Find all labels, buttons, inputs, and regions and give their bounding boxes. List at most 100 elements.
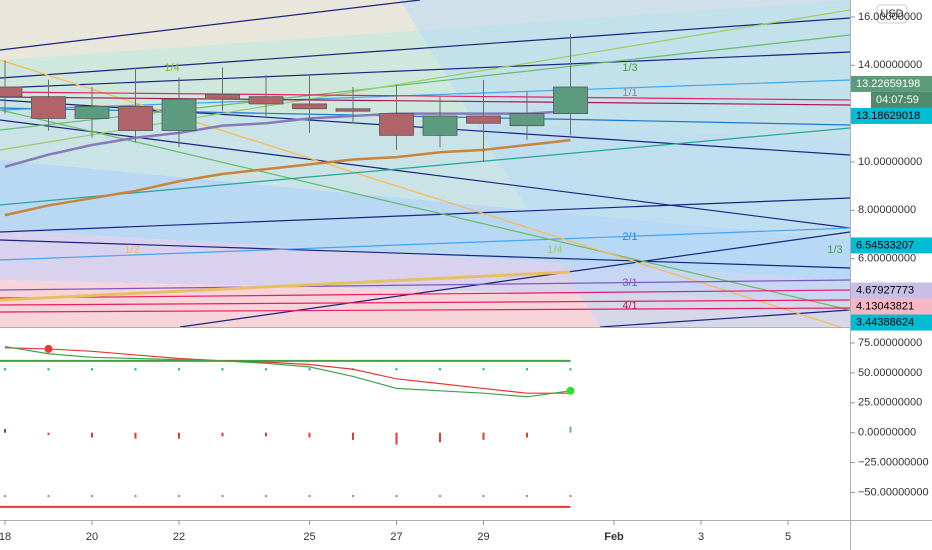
fan-label: 1/1 (622, 87, 637, 99)
x-tick-label: 18 (0, 531, 11, 543)
level-dot (221, 368, 224, 371)
candle-body (0, 86, 23, 98)
oscillator-line (4, 345, 571, 398)
x-tick-label: 5 (785, 531, 791, 543)
currency-badge[interactable] (876, 4, 908, 24)
histogram-bar (439, 432, 441, 443)
histogram-bar (526, 432, 528, 438)
price-label-box (851, 237, 932, 254)
candle-body (553, 86, 588, 114)
price-label: 13.18629018 (856, 110, 920, 122)
fan-line (0, 0, 421, 51)
price-label-box (851, 75, 932, 92)
fan-label: 1/4 (164, 62, 179, 74)
level-dot (90, 368, 94, 371)
level-dot (264, 368, 268, 371)
fan-line (0, 299, 850, 306)
price-label-box (851, 107, 932, 124)
fan-line (0, 96, 850, 106)
fan-label: 3/1 (622, 277, 637, 289)
level-dot (569, 494, 572, 498)
x-tick-label: 22 (173, 531, 185, 543)
histogram-bar (265, 432, 267, 437)
candle-body (466, 115, 501, 124)
level-dot (395, 368, 398, 371)
fan-line (0, 51, 850, 89)
y-tick-label: 16.00000000 (858, 11, 922, 23)
candle-body (205, 93, 240, 100)
fan-label: 1/2 (124, 244, 139, 256)
countdown-box (871, 91, 932, 108)
fan-label: 4/1 (622, 300, 637, 312)
histogram-bar (308, 432, 311, 438)
x-tick-label: Feb (604, 531, 624, 543)
level-dot (221, 494, 224, 498)
candle-body (379, 113, 414, 136)
price-label: 4.67927773 (856, 284, 914, 296)
histogram-bar (482, 432, 485, 440)
fan-label: 1/3 (827, 244, 842, 256)
candle-body (422, 115, 458, 136)
level-dot (90, 494, 94, 498)
histogram-bar (569, 426, 572, 433)
fan-line (0, 59, 843, 327)
histogram-bar (395, 432, 398, 445)
level-dot (351, 494, 355, 498)
fan-line (0, 17, 850, 79)
y-tick-label: 0.00000000 (858, 427, 916, 439)
highlight-dot (566, 386, 575, 395)
candle-body (509, 113, 545, 127)
fan-line (599, 309, 850, 327)
x-tick-label: 29 (477, 531, 489, 543)
candle-body (74, 105, 110, 119)
level-dot (308, 368, 311, 371)
price-label-box (851, 282, 932, 299)
candle-body (335, 108, 371, 112)
histogram-bar (221, 432, 224, 437)
moving-average (4, 138, 571, 217)
level-dot (438, 368, 442, 371)
oscillator-pane (0, 344, 575, 508)
level-dot (47, 494, 50, 498)
fan-line (0, 227, 850, 261)
fan-label: 2/1 (622, 231, 637, 243)
histogram-bar (91, 432, 93, 438)
price-pane: 1/4 1/3 1/1 2/1 3/1 4/1 1/4 1/3 1/2 (0, 33, 843, 312)
candle-body (161, 98, 197, 131)
level-dot (438, 494, 442, 498)
histogram-bar (352, 432, 354, 440)
highlight-dot (44, 344, 53, 353)
level-dot (134, 494, 137, 498)
price-label: 3.44388624 (856, 316, 914, 328)
level-dot (264, 494, 268, 498)
fan-drawings (0, 0, 850, 327)
currency: USD (880, 8, 903, 20)
price-label-box (851, 314, 932, 331)
level-dot (525, 368, 529, 371)
fan-line (0, 127, 850, 206)
histogram-bar (178, 432, 180, 439)
fan-label: 1/3 (622, 62, 637, 74)
fan-line (0, 197, 850, 233)
x-tick-label: 25 (303, 531, 315, 543)
level-dot (482, 494, 485, 498)
level-dot (308, 494, 311, 498)
level-dot (525, 494, 529, 498)
y-tick-label: 50.00000000 (858, 367, 922, 379)
moving-average (4, 109, 571, 168)
histogram-bar (47, 432, 50, 436)
oscillator-line (4, 347, 571, 394)
y-tick-label: 25.00000000 (858, 397, 922, 409)
level-dot (177, 368, 181, 371)
level-dot (482, 368, 485, 371)
candle-body (248, 96, 284, 105)
fan-line (0, 270, 571, 302)
y-tick-label: 8.00000000 (858, 204, 916, 216)
price-label: 6.54533207 (856, 239, 914, 251)
candle-body (118, 105, 153, 131)
fan-line (0, 239, 850, 269)
y-tick-label: −25.00000000 (858, 456, 929, 468)
level-dot (3, 494, 7, 498)
x-tick-label: 27 (390, 531, 402, 543)
